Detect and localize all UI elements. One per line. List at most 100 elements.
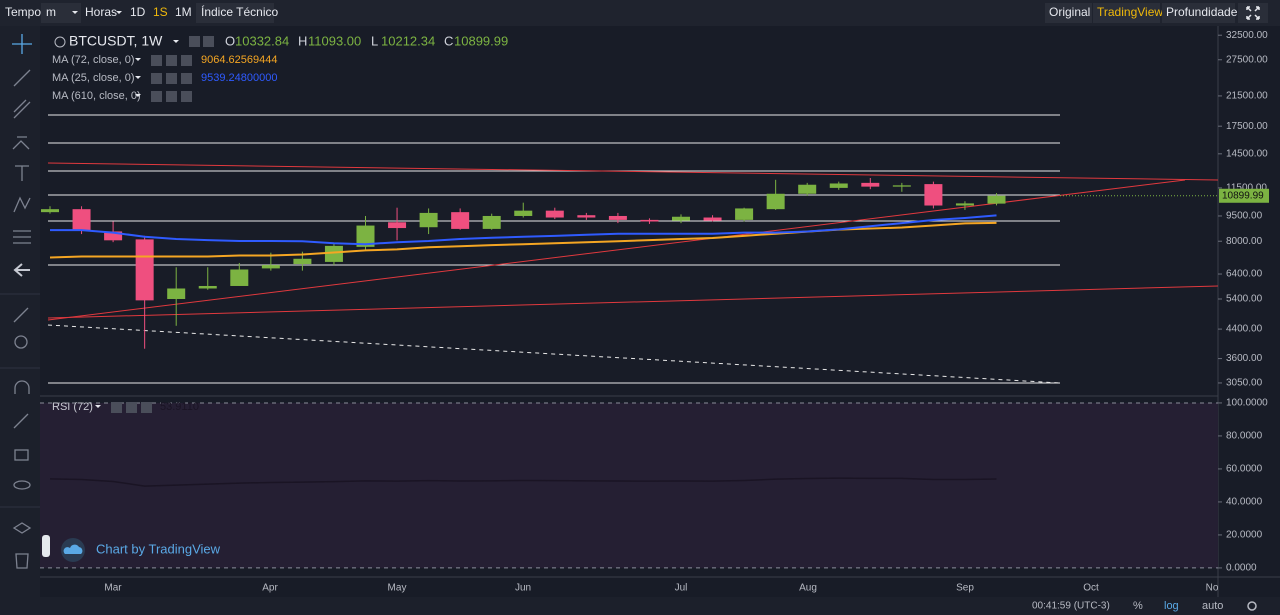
legend-button[interactable] xyxy=(166,91,177,102)
toolbar-button[interactable]: Profundidade xyxy=(1166,5,1238,19)
visibility-tool[interactable] xyxy=(13,480,31,490)
toolbar-button[interactable]: Horas xyxy=(85,5,117,19)
y-tick-label: 11500.00 xyxy=(1226,183,1267,194)
candle-body xyxy=(672,216,690,221)
select-box[interactable] xyxy=(41,3,81,23)
y-tick-label: 80.0000 xyxy=(1226,431,1263,442)
y-tick-label: 14500.00 xyxy=(1226,148,1268,159)
back-tool[interactable] xyxy=(13,263,30,277)
candle-body xyxy=(545,210,564,218)
legend-button[interactable] xyxy=(151,91,162,102)
rsi-band xyxy=(40,402,1218,568)
dropdown-arrow xyxy=(72,11,78,14)
legend-button[interactable] xyxy=(203,36,214,47)
y-tick-label: 8000.00 xyxy=(1226,236,1263,247)
trend-tool[interactable] xyxy=(13,69,31,87)
toolbar-button[interactable]: 1D xyxy=(130,5,146,19)
legend: BTCUSDT, 1W xyxy=(54,33,214,49)
fib-tool[interactable] xyxy=(13,230,31,244)
candle-body xyxy=(230,269,249,286)
crosshair-tool[interactable] xyxy=(12,34,32,54)
button-bg[interactable] xyxy=(1162,3,1235,23)
x-tick-label: Aug xyxy=(799,583,817,594)
button-bg[interactable] xyxy=(1045,3,1092,23)
legend-button[interactable] xyxy=(126,402,137,413)
dropdown-arrow xyxy=(173,40,179,43)
stay-drawing-tool[interactable] xyxy=(13,413,29,429)
candle-body xyxy=(72,209,91,231)
measure-tool[interactable] xyxy=(13,307,29,323)
collapse-handle[interactable] xyxy=(42,535,50,557)
candle-body xyxy=(735,208,754,220)
trash-tool[interactable] xyxy=(15,553,29,569)
y-tick-label: 4400.00 xyxy=(1226,324,1263,335)
legend-button[interactable] xyxy=(181,91,192,102)
legend-button[interactable] xyxy=(181,73,192,84)
left-toolbar xyxy=(0,26,40,597)
fullscreen-button[interactable] xyxy=(1238,3,1268,23)
candle-body xyxy=(798,184,817,194)
select-value[interactable]: m xyxy=(46,5,56,19)
y-tick-label: 40.0000 xyxy=(1226,497,1263,508)
fullscreen-icon xyxy=(1246,6,1260,20)
dropdown-arrow xyxy=(116,11,122,14)
indicator-name: RSI (72) xyxy=(52,401,93,413)
text-tool[interactable] xyxy=(15,165,29,181)
brush-tool[interactable] xyxy=(12,136,30,150)
channel-tool[interactable] xyxy=(13,99,31,119)
trend-line xyxy=(47,162,1219,181)
y-tick-label: 5400.00 xyxy=(1226,294,1263,305)
lock-tool[interactable] xyxy=(14,449,29,461)
ohlc-key: C xyxy=(444,33,453,48)
drawings xyxy=(47,114,1219,384)
candle-body xyxy=(293,258,312,265)
dropdown-arrow xyxy=(135,94,141,97)
x-tick-label: Oct xyxy=(1083,583,1099,594)
toolbar-button[interactable]: 1S xyxy=(153,5,168,19)
y-tick-label: 21500.00 xyxy=(1226,91,1268,102)
symbol-title: BTCUSDT, 1W xyxy=(69,33,163,49)
candle-body xyxy=(892,185,911,187)
candle-body xyxy=(861,182,880,187)
layers-tool[interactable] xyxy=(12,522,32,534)
pattern-tool[interactable] xyxy=(13,196,31,213)
candle-body xyxy=(451,212,470,229)
indicator-value: 9539.24800000 xyxy=(201,72,277,84)
y-tick-label: 6400.00 xyxy=(1226,269,1263,280)
toolbar-button[interactable]: TradingView xyxy=(1097,5,1163,19)
candle-body xyxy=(356,225,375,247)
moving-average xyxy=(50,214,997,246)
ohlc-value: 10332.84 xyxy=(235,33,289,48)
ohlc-value: 10212.34 xyxy=(381,33,435,48)
zoom-tool[interactable] xyxy=(14,335,28,349)
toolbar-button[interactable]: 1M xyxy=(175,5,192,19)
legend-button[interactable] xyxy=(166,73,177,84)
x-tick-label: Jun xyxy=(515,583,531,594)
button-bg[interactable] xyxy=(196,3,274,23)
y-tick-label: 17500.00 xyxy=(1226,121,1268,132)
legend-button[interactable] xyxy=(189,36,200,47)
percent-toggle[interactable]: % xyxy=(1133,600,1143,612)
toolbar-button[interactable]: Original xyxy=(1049,5,1090,19)
indicator-name: MA (25, close, 0) xyxy=(52,72,135,84)
symbol-icon xyxy=(54,36,66,48)
log-toggle[interactable]: log xyxy=(1164,600,1179,612)
candle-body xyxy=(388,222,407,229)
toolbar-button[interactable]: Índice Técnico xyxy=(201,4,278,19)
x-tick-label: No xyxy=(1206,583,1219,594)
legend-button[interactable] xyxy=(166,55,177,66)
candle-body xyxy=(987,195,1006,204)
legend-button[interactable] xyxy=(181,55,192,66)
drawing-tools xyxy=(0,34,50,569)
legend-button[interactable] xyxy=(151,73,162,84)
settings-icon[interactable] xyxy=(1247,601,1257,611)
legend-button[interactable] xyxy=(151,55,162,66)
candle-body xyxy=(104,231,123,241)
y-tick-label: 0.0000 xyxy=(1226,563,1257,574)
button-bg[interactable] xyxy=(1093,3,1160,23)
auto-toggle[interactable]: auto xyxy=(1202,600,1223,612)
legend-button[interactable] xyxy=(111,402,122,413)
y-tick-label: 100.0000 xyxy=(1226,398,1268,409)
legend-button[interactable] xyxy=(141,402,152,413)
magnet-tool[interactable] xyxy=(14,380,30,394)
